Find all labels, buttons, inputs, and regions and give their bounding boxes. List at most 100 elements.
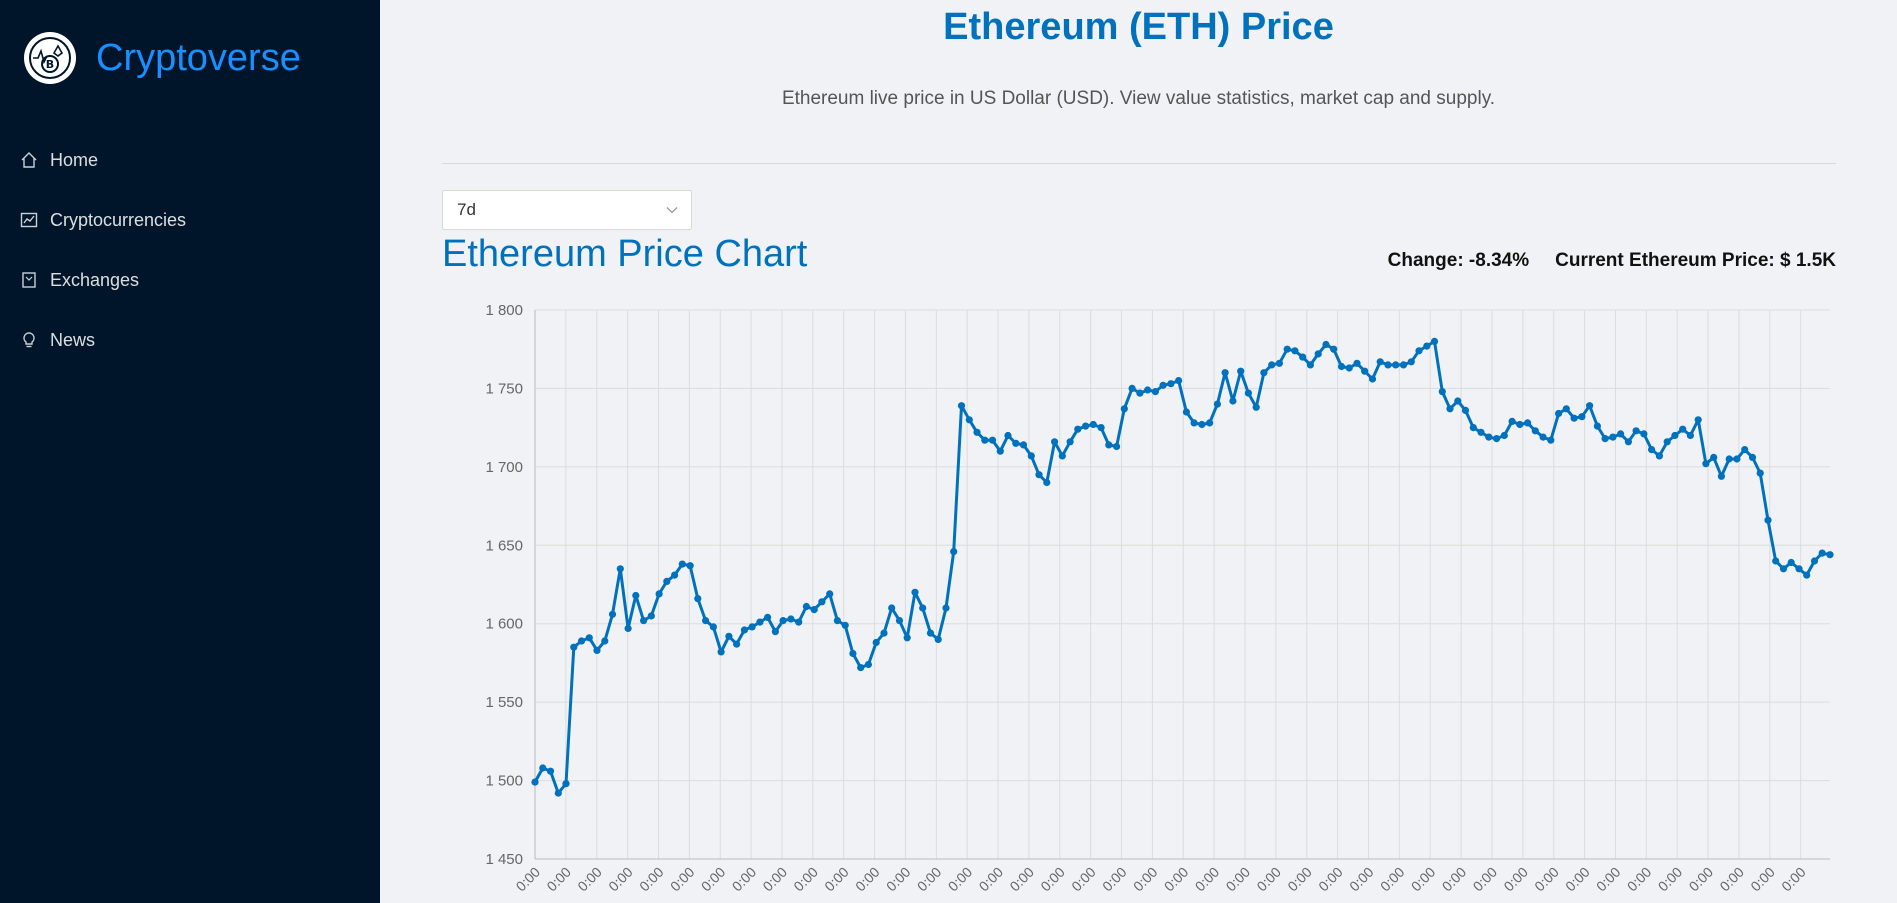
price-data-point [1772,557,1780,565]
price-data-point [1244,389,1252,397]
sidebar-item-cryptocurrencies[interactable]: Cryptocurrencies [0,190,380,250]
x-tick-label: 0:00 [914,864,945,895]
price-data-point [1733,455,1741,463]
time-period-select[interactable]: 7d [442,190,692,230]
price-data-point [1283,345,1291,353]
price-data-point [1019,441,1028,449]
price-data-point [1624,438,1632,446]
price-data-point [1485,433,1493,441]
x-tick-label: 0:00 [729,864,760,895]
svg-text:B: B [46,58,54,71]
price-data-point [795,618,803,626]
price-data-point [733,640,741,648]
price-data-point [1601,435,1609,443]
price-data-point [1446,405,1454,413]
x-tick-label: 0:00 [790,864,821,895]
price-data-point [1299,353,1307,361]
price-data-point [1423,342,1431,350]
price-data-point [841,621,849,629]
price-data-point [1368,375,1377,383]
price-data-point [1430,337,1439,345]
price-data-point [1051,438,1059,446]
page-subtitle: Ethereum live price in US Dollar (USD). … [781,88,1496,109]
sidebar-item-label: Cryptocurrencies [50,209,187,230]
sidebar-item-label: Exchanges [50,269,140,290]
price-data-point [1617,430,1625,438]
x-tick-label: 0:00 [1192,864,1223,895]
price-data-point [1562,405,1570,413]
price-data-point [857,664,865,672]
price-data-point [1539,433,1547,441]
price-data-point [1058,452,1066,460]
price-data-point [740,626,748,634]
price-data-point [1229,397,1237,405]
price-data-point [1570,414,1578,422]
price-data-point [1237,367,1245,375]
x-tick-label: 0:00 [883,864,914,895]
price-data-point [1725,455,1733,463]
x-tick-label: 0:00 [1562,864,1593,895]
price-data-point [1407,358,1415,366]
price-data-point [1105,441,1113,449]
price-data-point [1175,377,1183,385]
price-data-point [771,628,779,636]
price-data-point [1268,361,1276,369]
x-tick-label: 0:00 [1223,864,1254,895]
price-data-point [539,764,547,772]
price-data-point [1136,389,1144,397]
price-data-point [1578,413,1586,421]
x-tick-label: 0:00 [1593,864,1624,895]
price-data-point [717,648,725,656]
price-data-point [1586,402,1594,410]
price-data-point [1593,422,1601,430]
price-series-line [533,339,1831,795]
price-data-point [1376,358,1384,366]
price-data-point [1795,565,1803,573]
price-data-point [756,618,764,626]
sidebar-item-home[interactable]: Home [0,130,380,190]
price-data-point [1679,425,1687,433]
price-data-point [1206,419,1214,427]
price-data-point [1826,551,1834,559]
price-data-point [1027,452,1035,460]
price-data-point [779,617,787,625]
price-data-point [810,606,818,614]
sidebar-item-news[interactable]: News [0,310,380,370]
price-data-point [647,612,655,620]
price-data-point [764,613,772,621]
price-data-point [1314,350,1322,358]
price-data-point [818,598,826,606]
price-data-point [1004,431,1012,440]
price-data-point [1810,557,1819,565]
price-data-point [1415,347,1423,355]
logo-icon: B [24,32,76,84]
price-data-point [702,617,710,625]
price-data-point [709,623,717,631]
price-data-point [1500,431,1508,440]
price-data-point [1353,359,1361,367]
sidebar-item-exchanges[interactable]: Exchanges [0,250,380,310]
price-data-point [678,560,686,568]
y-tick-label: 1 650 [485,537,523,554]
x-tick-label: 0:00 [1686,864,1717,895]
price-data-point [686,562,694,570]
price-data-point [1818,549,1826,557]
price-data-point [1648,446,1656,454]
price-data-point [1252,403,1260,411]
x-tick-label: 0:00 [1778,864,1809,895]
price-data-point [1043,478,1051,487]
price-data-point [1144,386,1152,394]
price-data-point [1779,565,1788,573]
y-tick-label: 1 750 [485,380,523,397]
price-data-point [585,634,593,642]
price-data-point [531,778,539,786]
price-data-point [1330,345,1338,353]
chevron-down-icon [666,207,678,214]
logo[interactable]: B Cryptoverse [24,32,301,84]
price-data-point [1345,364,1353,372]
x-tick-label: 0:00 [1716,864,1747,895]
x-tick-label: 0:00 [1099,864,1130,895]
sidebar-item-label: News [50,329,96,350]
price-data-point [554,789,562,797]
x-tick-label: 0:00 [852,864,883,895]
